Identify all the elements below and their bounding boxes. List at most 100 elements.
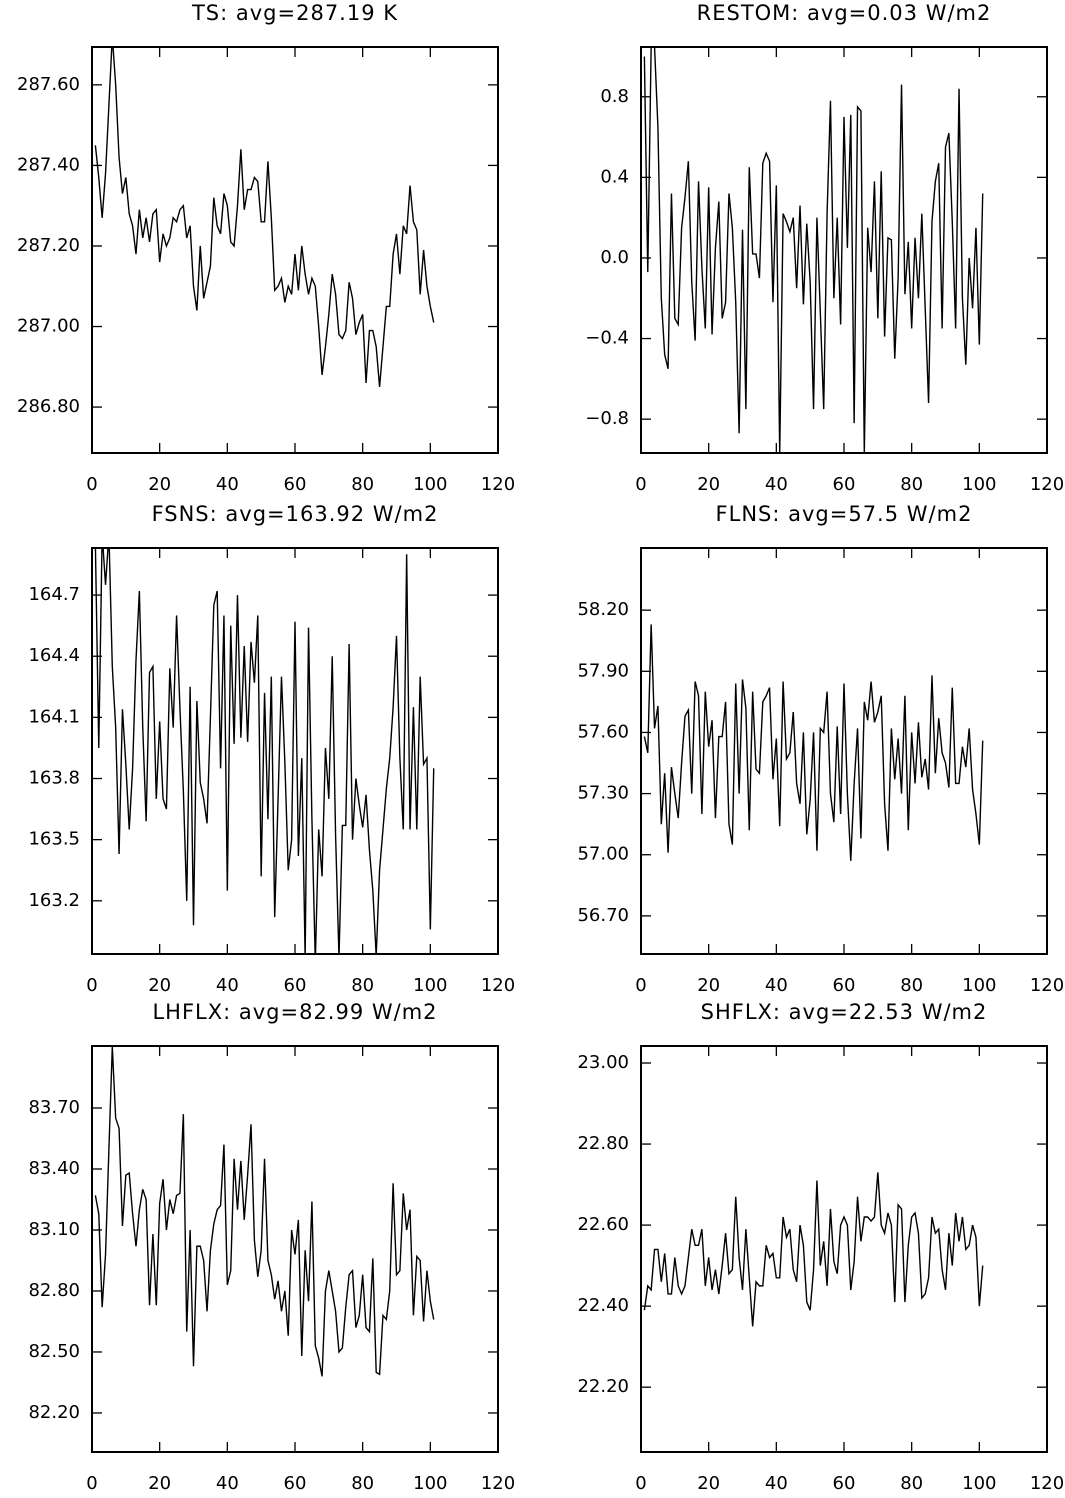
y-tick-label: 163.5 [28, 829, 80, 850]
y-tick-label: 57.00 [577, 844, 629, 865]
y-tick-label: 22.20 [577, 1376, 629, 1397]
data-line [643, 1172, 984, 1327]
y-tick-label: 286.80 [17, 396, 80, 417]
x-tick-label: 100 [962, 474, 996, 495]
y-tick-label: 164.1 [28, 706, 80, 727]
y-tick-label: 82.50 [28, 1341, 80, 1362]
y-tick-label: 57.90 [577, 660, 629, 681]
chart-title: RESTOM: avg=0.03 W/m2 [697, 1, 992, 25]
x-tick-label: 120 [1030, 1473, 1064, 1494]
y-tick-label: 57.30 [577, 783, 629, 804]
y-tick-label: 82.80 [28, 1280, 80, 1301]
x-tick-label: 100 [962, 1473, 996, 1494]
x-tick-label: 120 [1030, 975, 1064, 996]
plot-frame [91, 547, 499, 955]
data-line [94, 1046, 435, 1377]
y-tick-label: 164.4 [28, 645, 80, 666]
x-tick-label: 60 [284, 1473, 307, 1494]
y-tick-label: 83.70 [28, 1097, 80, 1118]
x-tick-label: 40 [216, 474, 239, 495]
chart-title: FLNS: avg=57.5 W/m2 [716, 502, 973, 526]
x-tick-label: 0 [635, 474, 646, 495]
y-tick-label: 287.60 [17, 74, 80, 95]
plot-frame [91, 46, 499, 454]
y-tick-label: 287.20 [17, 235, 80, 256]
x-tick-label: 60 [833, 474, 856, 495]
panel: LHFLX: avg=82.99 W/m2 0 20 40 60 80 100 120 82.2… [28, 1000, 515, 1494]
x-tick-label: 100 [413, 975, 447, 996]
x-tick-label: 80 [351, 975, 374, 996]
data-line [94, 548, 435, 954]
panel: FSNS: avg=163.92 W/m2 0 20 40 60 80 100 120 163.… [28, 502, 515, 996]
y-tick-label: 56.70 [577, 905, 629, 926]
x-tick-label: 120 [481, 975, 515, 996]
x-tick-label: 60 [284, 975, 307, 996]
x-tick-label: 20 [697, 975, 720, 996]
data-line [643, 624, 984, 861]
y-tick-label: 22.60 [577, 1214, 629, 1235]
x-tick-label: 0 [635, 975, 646, 996]
panel: SHFLX: avg=22.53 W/m2 0 20 40 60 80 100 120 22.2… [577, 1000, 1064, 1494]
y-tick-label: 58.20 [577, 599, 629, 620]
x-tick-label: 40 [765, 474, 788, 495]
plot-frame [640, 547, 1048, 955]
x-tick-label: 80 [351, 474, 374, 495]
x-tick-label: 40 [765, 1473, 788, 1494]
y-tick-label: 163.8 [28, 768, 80, 789]
x-tick-label: 60 [833, 1473, 856, 1494]
x-tick-label: 100 [413, 474, 447, 495]
x-tick-label: 40 [216, 975, 239, 996]
x-tick-label: 120 [1030, 474, 1064, 495]
y-tick-label: 0.0 [600, 247, 629, 268]
y-tick-label: 83.40 [28, 1158, 80, 1179]
y-tick-label: −0.4 [585, 328, 629, 349]
y-tick-label: 82.20 [28, 1402, 80, 1423]
chart-title: TS: avg=287.19 K [191, 1, 398, 25]
y-tick-label: 163.2 [28, 890, 80, 911]
data-line [643, 47, 984, 453]
y-tick-label: 0.8 [600, 86, 629, 107]
plot-frame [91, 1045, 499, 1453]
panel: TS: avg=287.19 K 0 20 40 60 80 100 120 286.80 287… [17, 1, 515, 495]
x-tick-label: 0 [86, 474, 97, 495]
x-tick-label: 60 [284, 474, 307, 495]
chart-title: LHFLX: avg=82.99 W/m2 [152, 1000, 437, 1024]
y-tick-label: −0.8 [585, 408, 629, 429]
x-tick-label: 80 [351, 1473, 374, 1494]
panel: RESTOM: avg=0.03 W/m2 0 20 40 60 80 100 120 −0.8… [585, 1, 1064, 495]
data-line [94, 47, 435, 387]
x-tick-label: 100 [413, 1473, 447, 1494]
panel: FLNS: avg=57.5 W/m2 0 20 40 60 80 100 120 56.70 5… [577, 502, 1064, 996]
x-tick-label: 120 [481, 1473, 515, 1494]
x-tick-label: 20 [148, 474, 171, 495]
x-tick-label: 80 [900, 1473, 923, 1494]
y-tick-label: 22.80 [577, 1133, 629, 1154]
x-tick-label: 60 [833, 975, 856, 996]
x-tick-label: 20 [697, 474, 720, 495]
chart-title: FSNS: avg=163.92 W/m2 [152, 502, 439, 526]
plot-frame [640, 1045, 1048, 1453]
x-tick-label: 40 [216, 1473, 239, 1494]
y-tick-label: 57.60 [577, 721, 629, 742]
x-tick-label: 0 [635, 1473, 646, 1494]
x-tick-label: 80 [900, 975, 923, 996]
x-tick-label: 0 [86, 975, 97, 996]
y-tick-label: 83.10 [28, 1219, 80, 1240]
x-tick-label: 80 [900, 474, 923, 495]
x-tick-label: 20 [697, 1473, 720, 1494]
chart-title: SHFLX: avg=22.53 W/m2 [701, 1000, 988, 1024]
y-tick-label: 22.40 [577, 1295, 629, 1316]
y-tick-label: 287.40 [17, 154, 80, 175]
y-tick-label: 23.00 [577, 1052, 629, 1073]
x-tick-label: 40 [765, 975, 788, 996]
x-tick-label: 20 [148, 1473, 171, 1494]
x-tick-label: 0 [86, 1473, 97, 1494]
x-tick-label: 120 [481, 474, 515, 495]
x-tick-label: 100 [962, 975, 996, 996]
y-tick-label: 164.7 [28, 584, 80, 605]
plot-frame [640, 46, 1048, 454]
y-tick-label: 287.00 [17, 316, 80, 337]
y-tick-label: 0.4 [600, 166, 629, 187]
